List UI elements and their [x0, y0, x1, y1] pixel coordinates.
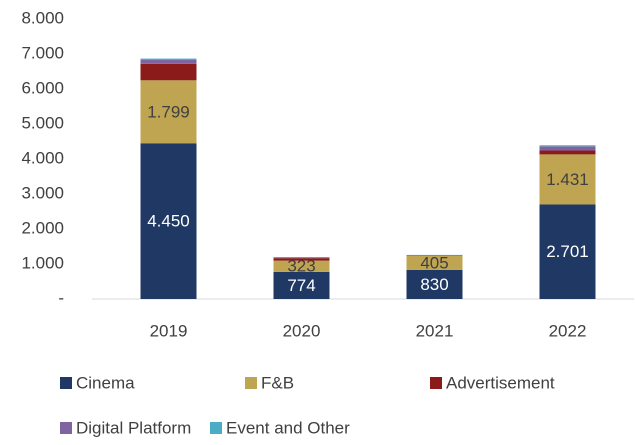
y-tick-label: 6.000 — [21, 78, 64, 97]
bar-segment — [539, 154, 596, 205]
bar-segment — [539, 204, 596, 299]
bar-segment — [140, 58, 197, 60]
x-tick-label: 2020 — [283, 321, 321, 340]
bar-segment — [406, 269, 463, 299]
legend-label: Digital Platform — [76, 418, 191, 437]
y-tick-label: 7.000 — [21, 43, 64, 62]
bar-segment — [273, 271, 330, 299]
data-label: 1.431 — [546, 170, 589, 189]
x-tick-label: 2021 — [416, 321, 454, 340]
legend-swatch — [210, 422, 222, 434]
bar-segment — [539, 146, 596, 151]
bar-segment — [140, 59, 197, 64]
y-tick-label: 3.000 — [21, 183, 64, 202]
legend-label: F&B — [261, 373, 294, 392]
data-label: 323 — [287, 257, 315, 276]
legend-swatch — [245, 377, 257, 389]
data-label: 1.799 — [147, 102, 190, 121]
data-label: 2.701 — [546, 242, 589, 261]
bar-segment — [273, 258, 330, 261]
legend-label: Cinema — [76, 373, 135, 392]
data-label: 4.450 — [147, 212, 190, 231]
y-tick-label: - — [58, 288, 64, 307]
bar-segment — [406, 255, 463, 270]
bar-segment — [539, 145, 596, 147]
y-tick-label: 2.000 — [21, 218, 64, 237]
data-label: 830 — [420, 275, 448, 294]
data-label: 405 — [420, 253, 448, 272]
legend-label: Advertisement — [446, 373, 555, 392]
y-tick-label: 1.000 — [21, 253, 64, 272]
bar-segment — [273, 260, 330, 272]
data-label: 774 — [287, 276, 315, 295]
bar-segment — [140, 80, 197, 144]
bar-segment — [140, 63, 197, 81]
bar-segment — [539, 150, 596, 155]
legend-label: Event and Other — [226, 418, 350, 437]
legend-swatch — [60, 377, 72, 389]
y-tick-label: 8.000 — [21, 8, 64, 27]
bar-segment — [273, 257, 330, 259]
legend-swatch — [60, 422, 72, 434]
legend-swatch — [430, 377, 442, 389]
y-tick-label: 5.000 — [21, 113, 64, 132]
x-tick-label: 2022 — [549, 321, 587, 340]
y-tick-label: 4.000 — [21, 148, 64, 167]
bar-segment — [140, 143, 197, 299]
x-tick-label: 2019 — [150, 321, 188, 340]
